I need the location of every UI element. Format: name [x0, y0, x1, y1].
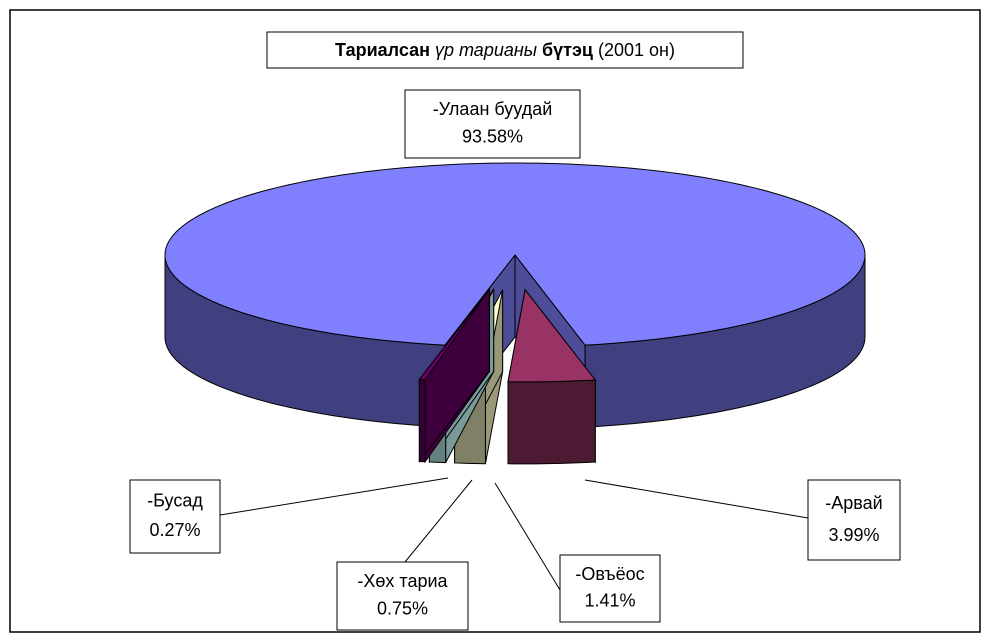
category-label: -Улаан буудай	[433, 99, 553, 119]
chart-title: Тариалсан үр тарианы бүтэц (2001 он)	[335, 40, 675, 60]
category-label: -Овъёос	[575, 564, 644, 584]
leader-line	[219, 477, 449, 516]
slice	[507, 288, 597, 383]
value-label: 0.75%	[377, 598, 428, 618]
label-box	[336, 561, 469, 631]
slice	[164, 162, 866, 346]
label-box	[129, 479, 221, 554]
category-label: -Бусад	[147, 491, 203, 511]
title-part: Тариалсан	[335, 40, 435, 60]
label-box	[404, 89, 581, 159]
leader-line	[584, 479, 809, 519]
value-label: 1.41%	[584, 591, 635, 611]
slice-wall	[418, 378, 426, 463]
title-part: үр тарианы	[435, 40, 542, 60]
slice	[418, 289, 490, 381]
title-box	[266, 31, 744, 69]
slice-wall	[507, 379, 596, 465]
label-box	[807, 479, 901, 561]
leader-line	[494, 482, 561, 591]
category-label: -Арвай	[825, 493, 882, 513]
title-part: бүтэц	[542, 40, 598, 60]
label-box	[559, 554, 661, 623]
value-label: 0.27%	[149, 520, 200, 540]
title-part: (2001 он)	[598, 40, 675, 60]
category-label: -Хөх тариа	[357, 571, 448, 591]
value-label: 93.58%	[462, 126, 523, 146]
value-label: 3.99%	[828, 525, 879, 545]
leader-line	[404, 479, 473, 563]
